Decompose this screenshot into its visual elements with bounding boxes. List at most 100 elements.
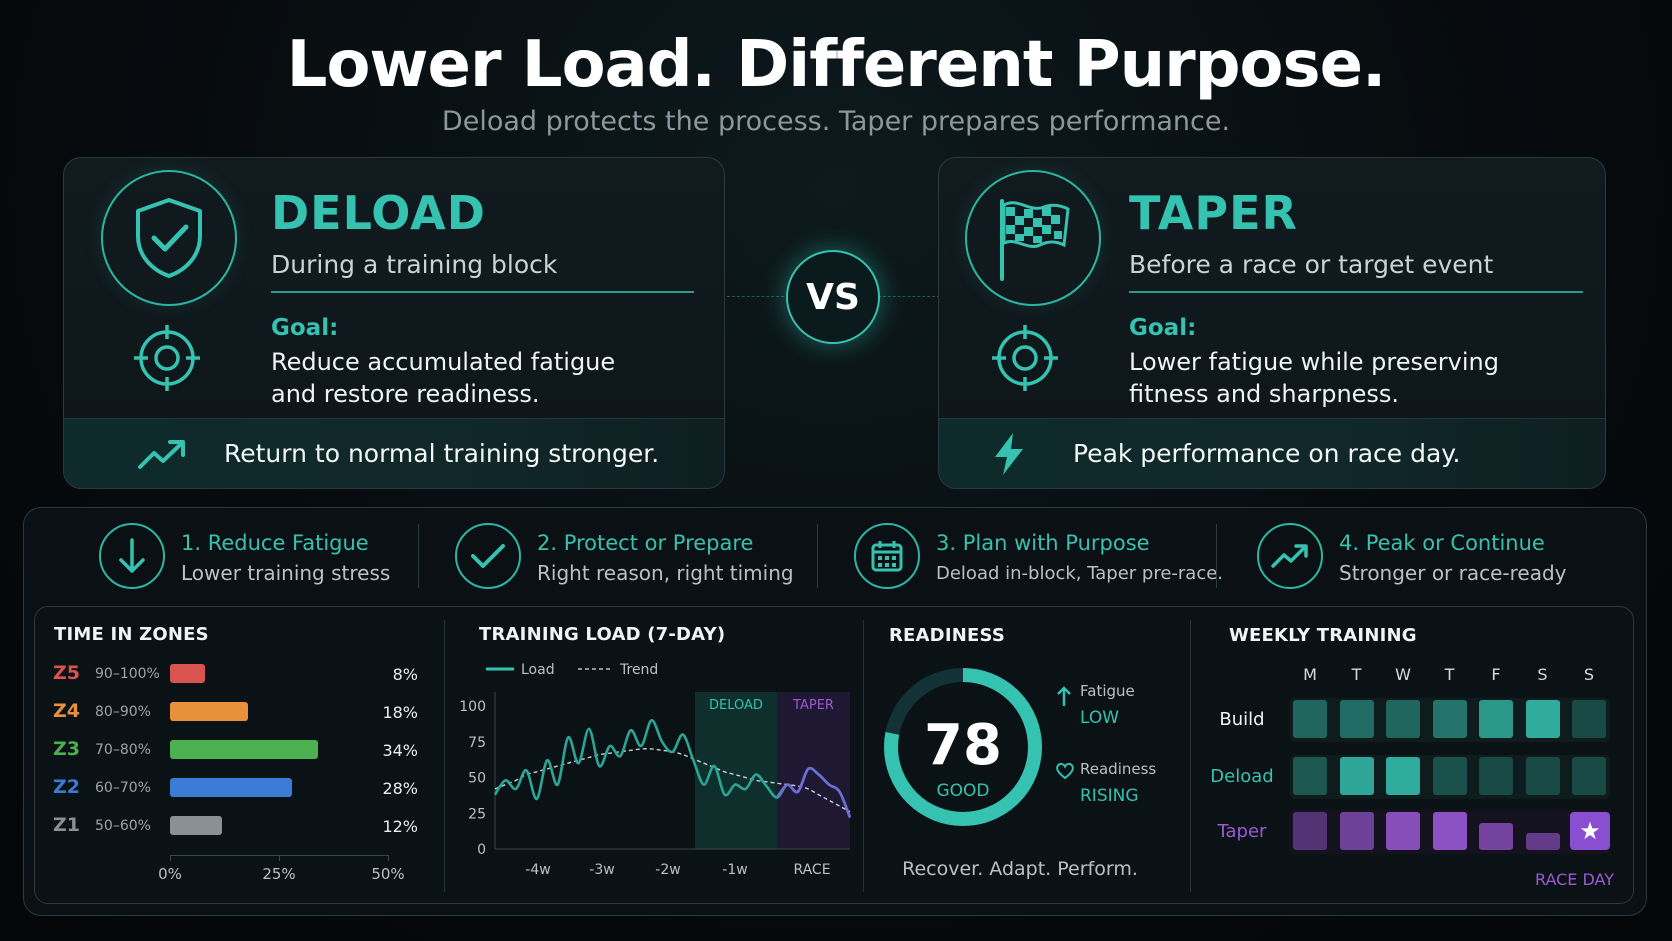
step-reduce-fatigue: 1. Reduce Fatigue Lower training stress xyxy=(99,521,399,591)
week-block xyxy=(1432,757,1467,795)
zones-axis-tick xyxy=(279,855,280,861)
week-block xyxy=(1479,700,1513,738)
readiness-status: GOOD xyxy=(936,781,990,801)
x-tick-label: -3w xyxy=(589,862,614,878)
week-block xyxy=(1293,700,1327,738)
y-tick-label: 25 xyxy=(468,806,486,822)
zone-label: Z5 xyxy=(53,662,80,684)
deload-outcome-text: Return to normal training stronger. xyxy=(224,439,660,468)
lightning-icon xyxy=(995,433,1023,475)
week-block xyxy=(1339,812,1374,850)
y-tick-label: 0 xyxy=(477,842,486,858)
zones-axis-label: 50% xyxy=(371,865,405,883)
week-block xyxy=(1525,832,1560,850)
week-block xyxy=(1572,757,1606,795)
y-tick-label: 75 xyxy=(468,735,486,751)
zone-label: Z3 xyxy=(53,738,80,760)
arrow-down-icon xyxy=(99,523,165,589)
divider xyxy=(1216,524,1217,588)
taper-outcome: Peak performance on race day. xyxy=(939,418,1605,488)
gauge-arc xyxy=(884,668,1042,826)
divider xyxy=(817,524,818,588)
zone-range: 60–70% xyxy=(95,780,151,796)
taper-heading: TAPER xyxy=(1129,186,1298,240)
zone-range: 70–80% xyxy=(95,742,151,758)
zone-label: Z1 xyxy=(53,814,80,836)
load-title: TRAINING LOAD (7-DAY) xyxy=(479,624,726,645)
week-block xyxy=(1572,700,1606,738)
taper-region-label: TAPER xyxy=(792,698,834,713)
week-block xyxy=(1525,757,1560,795)
divider xyxy=(863,620,864,892)
divider xyxy=(444,620,445,892)
x-tick-label: -1w xyxy=(722,862,747,878)
zone-bar xyxy=(170,816,223,835)
zones-title: TIME IN ZONES xyxy=(54,624,209,645)
week-block xyxy=(1432,700,1467,738)
zones-axis-tick xyxy=(170,855,171,861)
step-protect-prepare: 2. Protect or Prepare Right reason, righ… xyxy=(455,521,794,591)
zones-axis-label: 0% xyxy=(158,865,182,883)
zones-axis-tick xyxy=(388,855,389,861)
shield-check-icon xyxy=(101,170,237,306)
race-day-label: RACE DAY xyxy=(1535,870,1615,889)
legend-trend-label: Trend xyxy=(619,662,658,678)
zone-label: Z2 xyxy=(53,776,80,798)
taper-goal-label: Goal: xyxy=(1129,315,1197,341)
readiness-value: RISING xyxy=(1080,786,1139,806)
zone-percent: 34% xyxy=(382,741,418,760)
training-load-chart: Load Trend DELOAD TAPER 100 75 50 25 0 -4w -3w -2w -… xyxy=(459,662,852,878)
zone-bar xyxy=(170,664,205,683)
y-tick-label: 100 xyxy=(459,699,486,715)
readiness-gauge xyxy=(884,668,1042,826)
day-label: M xyxy=(1303,665,1317,684)
day-label: F xyxy=(1491,665,1501,684)
x-tick-label: -4w xyxy=(525,862,550,878)
taper-goal-text: Lower fatigue while preserving fitness a… xyxy=(1129,346,1559,410)
divider xyxy=(1190,620,1191,892)
readiness-title: READINESS xyxy=(889,625,1006,646)
taper-outcome-text: Peak performance on race day. xyxy=(1073,439,1461,468)
zone-percent: 18% xyxy=(382,703,418,722)
step-subtitle: Deload in-block, Taper pre-race. xyxy=(936,563,1224,584)
week-block xyxy=(1479,757,1513,795)
target-icon xyxy=(134,325,200,391)
day-label: T xyxy=(1351,665,1362,684)
week-block xyxy=(1386,812,1420,850)
step-peak-continue: 4. Peak or Continue Stronger or race-rea… xyxy=(1257,521,1597,591)
zone-bar xyxy=(170,740,319,759)
arrow-up-icon xyxy=(1057,686,1071,706)
vs-connector xyxy=(727,296,789,297)
readiness-score: 78 xyxy=(924,713,1002,778)
heart-icon xyxy=(1056,762,1074,780)
readiness-label: Readiness xyxy=(1080,760,1157,778)
week-block xyxy=(1386,757,1420,795)
step-subtitle: Right reason, right timing xyxy=(537,561,794,585)
fatigue-value: LOW xyxy=(1080,708,1120,728)
x-tick-label: RACE xyxy=(793,862,830,878)
deload-goal-text: Reduce accumulated fatigue and restore r… xyxy=(271,346,701,410)
zone-bar xyxy=(170,702,249,721)
step-title: 4. Peak or Continue xyxy=(1339,531,1545,555)
deload-goal-label: Goal: xyxy=(271,315,339,341)
day-label: T xyxy=(1444,665,1455,684)
y-tick-label: 50 xyxy=(468,771,486,787)
week-row-label: Build xyxy=(1219,709,1265,730)
divider xyxy=(1129,291,1583,293)
zone-range: 50–60% xyxy=(95,818,151,834)
vs-connector xyxy=(878,296,940,297)
day-label: W xyxy=(1395,665,1411,684)
page-title: Lower Load. Different Purpose. xyxy=(286,28,1387,102)
zone-percent: 8% xyxy=(392,665,418,684)
zone-bar xyxy=(170,778,293,797)
page-subtitle: Deload protects the process. Taper prepa… xyxy=(441,106,1231,137)
legend-load-label: Load xyxy=(521,662,555,678)
week-block xyxy=(1293,757,1327,795)
deload-goal-line: and restore readiness. xyxy=(271,380,540,408)
taper-when: Before a race or target event xyxy=(1129,250,1494,279)
step-subtitle: Lower training stress xyxy=(181,561,391,585)
taper-card: TAPER Before a race or target event Goal… xyxy=(938,157,1606,489)
deload-region-label: DELOAD xyxy=(709,698,763,713)
weekly-title: WEEKLY TRAINING xyxy=(1229,625,1417,646)
zone-label: Z4 xyxy=(53,700,80,722)
